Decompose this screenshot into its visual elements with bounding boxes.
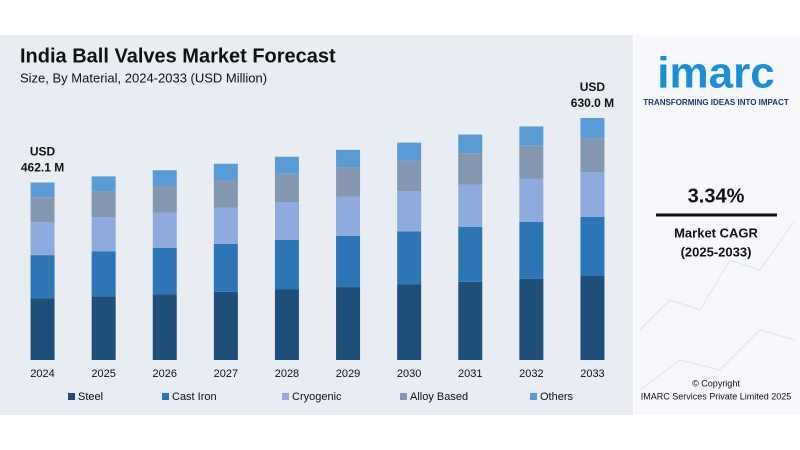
logo: imarc: [657, 49, 774, 98]
bar-segment: [274, 173, 299, 203]
bar-segment: [580, 216, 605, 277]
legend-swatch: [530, 393, 537, 400]
bar-segment: [30, 255, 55, 299]
x-tick-label: 2027: [214, 368, 238, 380]
total-unit: USD: [580, 80, 606, 94]
x-tick-label: 2029: [336, 368, 360, 380]
bar-segment: [336, 167, 361, 197]
bar-segment: [213, 180, 238, 208]
x-tick-label: 2032: [519, 368, 543, 380]
bar-segment: [152, 170, 177, 186]
legend-swatch: [68, 393, 75, 400]
bar-segment: [30, 298, 55, 360]
bar-segment: [213, 243, 238, 292]
bar-segment: [458, 226, 483, 282]
x-tick-label: 2025: [91, 368, 115, 380]
legend-label: Steel: [78, 391, 103, 403]
bar-segment: [580, 276, 605, 360]
copyright: © Copyright: [692, 378, 740, 388]
bar-segment: [397, 284, 422, 360]
bar-segment: [519, 145, 544, 179]
bar-segment: [91, 176, 116, 192]
tagline: TRANSFORMING IDEAS INTO IMPACT: [643, 98, 789, 107]
chart-title: India Ball Valves Market Forecast: [20, 45, 336, 67]
bar-segment: [519, 221, 544, 279]
legend-swatch: [400, 393, 407, 400]
bar-segment: [397, 142, 422, 161]
bar-segment: [274, 156, 299, 174]
legend-label: Cast Iron: [172, 391, 217, 403]
bar-segment: [519, 126, 544, 146]
bar-segment: [397, 231, 422, 285]
bar-segment: [274, 202, 299, 240]
company: IMARC Services Private Limited 2025: [641, 391, 792, 401]
bar-segment: [30, 222, 55, 256]
bar-segment: [336, 235, 361, 288]
x-tick-label: 2028: [275, 368, 299, 380]
bar-segment: [336, 196, 361, 236]
bar-segment: [274, 289, 299, 360]
total-label: 630.0 M: [571, 96, 614, 110]
legend-label: Alloy Based: [410, 391, 468, 403]
bar-segment: [458, 153, 483, 185]
bar-segment: [30, 182, 55, 198]
bar-segment: [152, 247, 177, 295]
bar-segment: [519, 278, 544, 360]
bar-segment: [519, 178, 544, 222]
bar-segment: [91, 296, 116, 360]
bar-segment: [213, 207, 238, 244]
x-tick-label: 2026: [153, 368, 177, 380]
cagr-period: (2025-2033): [681, 244, 752, 259]
cagr-value: 3.34%: [688, 185, 745, 207]
bar-segment: [274, 239, 299, 290]
x-tick-label: 2030: [397, 368, 421, 380]
x-tick-label: 2031: [458, 368, 482, 380]
bar-segment: [458, 134, 483, 154]
bar-segment: [458, 184, 483, 227]
x-tick-label: 2033: [580, 368, 604, 380]
bar-segment: [152, 294, 177, 360]
bar-segment: [91, 251, 116, 297]
bar-segment: [397, 191, 422, 232]
bar-segment: [580, 138, 605, 172]
legend-swatch: [162, 393, 169, 400]
bar-segment: [580, 171, 605, 217]
bar-segment: [91, 217, 116, 252]
sidebar-decoration: [639, 219, 796, 391]
bar-segment: [152, 212, 177, 248]
bar-segment: [458, 281, 483, 360]
legend-label: Others: [540, 391, 574, 403]
chart-subtitle: Size, By Material, 2024-2033 (USD Millio…: [20, 70, 267, 85]
sidebar-panel: [634, 35, 800, 415]
legend-swatch: [282, 393, 289, 400]
bar-segment: [397, 160, 422, 192]
total-unit: USD: [30, 145, 56, 159]
bar-segment: [213, 291, 238, 360]
x-tick-label: 2024: [30, 368, 54, 380]
bar-segment: [336, 149, 361, 168]
cagr-label: Market CAGR: [674, 225, 758, 240]
bar-segment: [152, 185, 177, 213]
total-label: 462.1 M: [21, 161, 64, 175]
bar-segment: [91, 191, 116, 218]
bar-segment: [213, 163, 238, 181]
bar-segment: [30, 197, 55, 223]
bar-segment: [580, 118, 605, 139]
bar-segment: [336, 287, 361, 360]
legend-label: Cryogenic: [292, 391, 342, 403]
